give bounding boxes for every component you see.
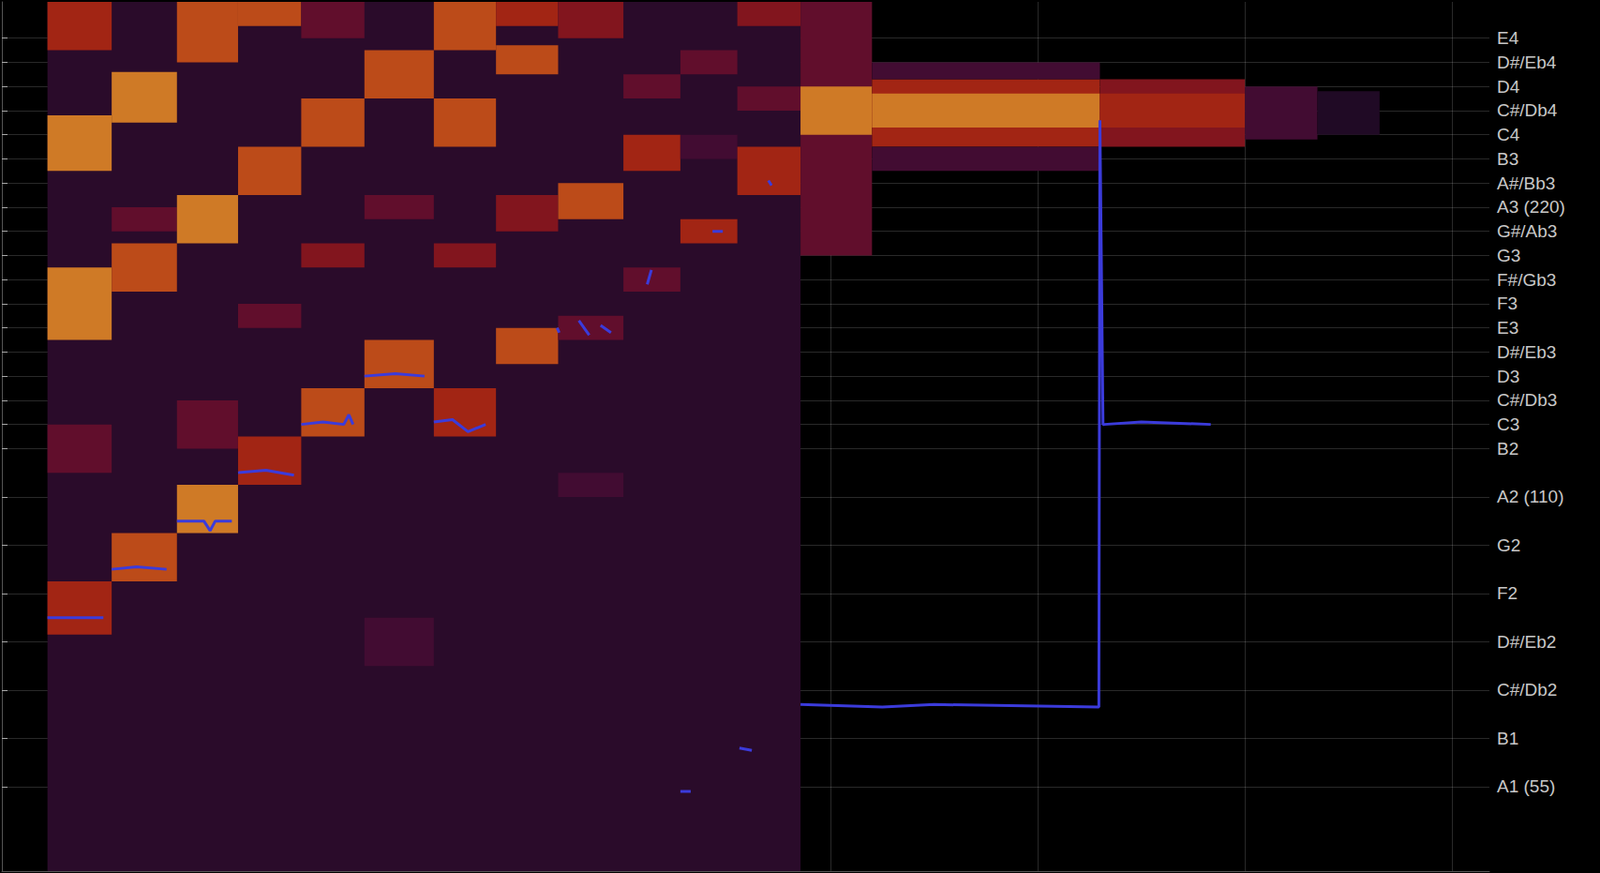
- svg-text:G2: G2: [1496, 535, 1521, 555]
- svg-text:C3: C3: [1496, 414, 1520, 434]
- svg-text:D#/Eb2: D#/Eb2: [1496, 631, 1556, 652]
- svg-text:C#/Db4: C#/Db4: [1496, 100, 1558, 120]
- svg-text:A2 (110): A2 (110): [1496, 486, 1564, 507]
- svg-text:G3: G3: [1496, 245, 1521, 266]
- svg-text:A3 (220): A3 (220): [1496, 196, 1566, 217]
- svg-text:D#/Eb4: D#/Eb4: [1496, 52, 1557, 73]
- svg-text:F2: F2: [1496, 583, 1518, 603]
- svg-text:D#/Eb3: D#/Eb3: [1496, 342, 1556, 362]
- svg-text:C#/Db3: C#/Db3: [1496, 389, 1557, 410]
- svg-text:C4: C4: [1496, 124, 1521, 145]
- svg-text:A1 (55): A1 (55): [1496, 776, 1556, 796]
- svg-text:B1: B1: [1496, 728, 1519, 748]
- svg-text:E4: E4: [1496, 28, 1520, 48]
- svg-text:C#/Db2: C#/Db2: [1496, 679, 1557, 700]
- svg-text:B3: B3: [1496, 149, 1519, 169]
- svg-text:B2: B2: [1496, 438, 1519, 459]
- svg-text:F3: F3: [1496, 293, 1518, 314]
- svg-text:G#/Ab3: G#/Ab3: [1496, 221, 1557, 241]
- svg-text:D4: D4: [1496, 76, 1521, 97]
- svg-text:F#/Gb3: F#/Gb3: [1496, 269, 1556, 290]
- svg-text:A#/Bb3: A#/Bb3: [1496, 173, 1556, 194]
- svg-text:E3: E3: [1496, 317, 1519, 338]
- svg-text:D3: D3: [1496, 366, 1520, 387]
